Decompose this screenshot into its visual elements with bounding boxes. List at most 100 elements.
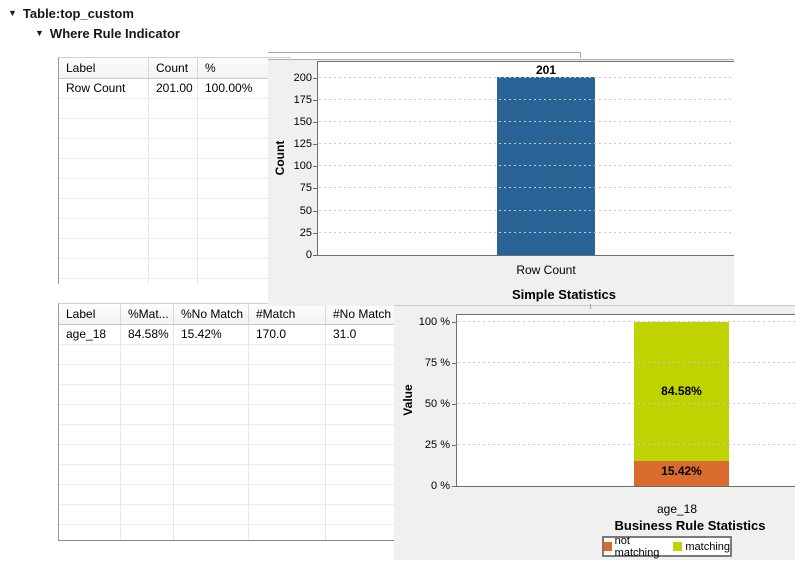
- chart-title: Simple Statistics: [511, 287, 617, 302]
- table-cell: [121, 525, 174, 540]
- table-cell: [174, 445, 249, 464]
- gridline: [458, 403, 795, 404]
- matching-value-label: 84.58%: [661, 384, 702, 398]
- table-row[interactable]: age_18 84.58% 15.42% 170.0 31.0: [59, 325, 398, 345]
- table-cell: [174, 345, 249, 364]
- table-cell: [249, 485, 326, 504]
- chart-legend: not matching matching: [602, 534, 732, 559]
- sash-handle[interactable]: [580, 52, 581, 58]
- table-cell: [249, 345, 326, 364]
- table-cell: [249, 465, 326, 484]
- table-cell: [121, 485, 174, 504]
- table-empty-row: [59, 485, 398, 505]
- y-tick-label: 150: [293, 115, 312, 128]
- plot-area: 201: [317, 61, 734, 256]
- table-cell: [174, 485, 249, 504]
- table-empty-row: [59, 99, 291, 119]
- sash-divider[interactable]: [268, 52, 581, 53]
- table-cell: [326, 465, 398, 484]
- table-cell: [59, 505, 121, 524]
- legend-label: not matching: [614, 534, 660, 559]
- table-cell: [326, 445, 398, 464]
- table-cell: age_18: [59, 325, 121, 344]
- table-empty-row: [59, 119, 291, 139]
- y-tick-label: 175: [293, 93, 312, 106]
- table-cell: [59, 139, 149, 158]
- table-cell: [59, 119, 149, 138]
- table-cell: Row Count: [59, 79, 149, 98]
- y-tick-label: 200: [293, 71, 312, 84]
- table-cell: [149, 139, 198, 158]
- table-cell: [59, 259, 149, 278]
- table-empty-row: [59, 179, 291, 199]
- table-cell: [149, 199, 198, 218]
- collapse-arrow-icon[interactable]: ▼: [35, 28, 44, 38]
- column-header[interactable]: #Match: [249, 304, 326, 324]
- table-cell: [59, 385, 121, 404]
- table-cell: [59, 485, 121, 504]
- y-tick-label: 125: [293, 138, 312, 151]
- column-header[interactable]: #No Match: [326, 304, 398, 324]
- table-cell: [249, 445, 326, 464]
- table-cell: [149, 119, 198, 138]
- table-cell: [326, 425, 398, 444]
- column-header[interactable]: Label: [59, 304, 121, 324]
- y-tick-mark: [313, 255, 317, 256]
- table-cell: [59, 99, 149, 118]
- column-header[interactable]: %Mat...: [121, 304, 174, 324]
- table-cell: [326, 365, 398, 384]
- legend-item: matching: [673, 541, 730, 553]
- table-cell: [121, 465, 174, 484]
- tree-item-table[interactable]: ▼ Table:top_custom: [8, 6, 134, 21]
- y-tick-mark: [452, 322, 456, 323]
- column-header[interactable]: %: [198, 58, 291, 78]
- y-tick-mark: [452, 486, 456, 487]
- table-empty-row: [59, 159, 291, 179]
- not-matching-segment: [634, 461, 729, 486]
- table-empty-row: [59, 525, 398, 540]
- column-header[interactable]: %No Match: [174, 304, 249, 324]
- table-cell: [121, 385, 174, 404]
- sash-handle[interactable]: [590, 304, 591, 309]
- table-cell: [121, 425, 174, 444]
- table-row[interactable]: Row Count 201.00 100.00%: [59, 79, 291, 99]
- table-cell: [326, 525, 398, 540]
- table-cell: [59, 425, 121, 444]
- gridline: [319, 209, 734, 211]
- y-tick-label: 100: [293, 160, 312, 173]
- table-cell: [121, 345, 174, 364]
- table-empty-row: [59, 465, 398, 485]
- x-tick-label: age_18: [656, 502, 698, 516]
- column-header[interactable]: Label: [59, 58, 149, 78]
- column-header[interactable]: Count: [149, 58, 198, 78]
- table-cell: [174, 405, 249, 424]
- table-empty-row: [59, 385, 398, 405]
- table-cell: [249, 425, 326, 444]
- table-cell: [121, 405, 174, 424]
- legend-swatch-icon: [604, 542, 612, 551]
- not-matching-value-label: 15.42%: [661, 464, 702, 478]
- gridline: [319, 76, 734, 78]
- table-cell: [149, 259, 198, 278]
- chart-title: Business Rule Statistics: [614, 518, 766, 533]
- table-cell: [59, 179, 149, 198]
- table-empty-row: [59, 425, 398, 445]
- collapse-arrow-icon[interactable]: ▼: [8, 8, 17, 18]
- business-rule-chart: Value 84.58% 15.42% age_18 Business Rule…: [394, 304, 795, 560]
- plot-area: 84.58% 15.42%: [456, 314, 795, 487]
- table-cell: [59, 365, 121, 384]
- business-rule-table: Label %Mat... %No Match #Match #No Match age_…: [58, 303, 398, 541]
- table-cell: [326, 345, 398, 364]
- y-tick-mark: [313, 210, 317, 212]
- table-header-row[interactable]: Label Count%: [59, 58, 291, 79]
- tree-item-where-rule-indicator[interactable]: ▼ Where Rule Indicator: [35, 26, 180, 41]
- table-empty-row: [59, 239, 291, 259]
- y-tick-mark: [313, 99, 317, 101]
- bar-value-label: 201: [535, 63, 557, 77]
- y-tick-mark: [313, 232, 317, 234]
- table-header-row[interactable]: Label %Mat... %No Match #Match #No Match: [59, 304, 398, 325]
- table-empty-row: [59, 279, 291, 284]
- y-tick-label: 0 %: [431, 480, 450, 492]
- gridline: [319, 165, 734, 167]
